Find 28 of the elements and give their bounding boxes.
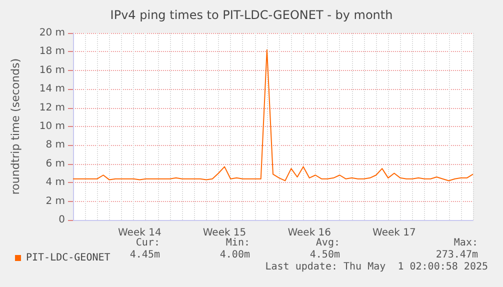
text: Last update: Thu May 1 02:00:58 2025	[265, 262, 488, 272]
y-tick-label: 14 m	[39, 84, 65, 95]
y-tick-label: 18 m	[39, 46, 65, 58]
y-tick-label: 4 m	[46, 177, 65, 188]
text: Avg:	[316, 238, 340, 248]
text: 273.47m	[436, 250, 478, 260]
legend-label: PIT-LDC-GEONET	[26, 252, 110, 264]
text: Cur:	[136, 238, 160, 248]
x-tick-label: Week 17	[372, 228, 416, 238]
y-tick-label: 2 m	[46, 196, 65, 207]
text: Max:	[454, 238, 478, 248]
y-tick-label: 8 m	[46, 140, 65, 151]
text: 4.00m	[220, 250, 250, 260]
y-tick-label: 10 m	[39, 121, 65, 132]
y-tick-label: 6 m	[46, 158, 65, 170]
text: Min:	[226, 238, 250, 248]
y-tick-label: 12 m	[39, 102, 65, 114]
x-tick-label: Week 14	[118, 228, 162, 238]
line-series	[72, 49, 474, 182]
y-tick-label: 16 m	[39, 64, 65, 76]
x-tick-label: Week 15	[202, 228, 246, 238]
x-tick-label: Week 16	[288, 228, 332, 238]
y-axis-title: roundtrip time (seconds)	[9, 58, 22, 195]
text: 4.50m	[310, 250, 340, 260]
text: 4.45m	[130, 250, 160, 260]
y-tick-label: 20 m	[39, 28, 65, 38]
y-tick-label: 0	[58, 214, 65, 226]
chart-title: IPv4 ping times to PIT-LDC-GEONET - by month	[110, 8, 393, 22]
